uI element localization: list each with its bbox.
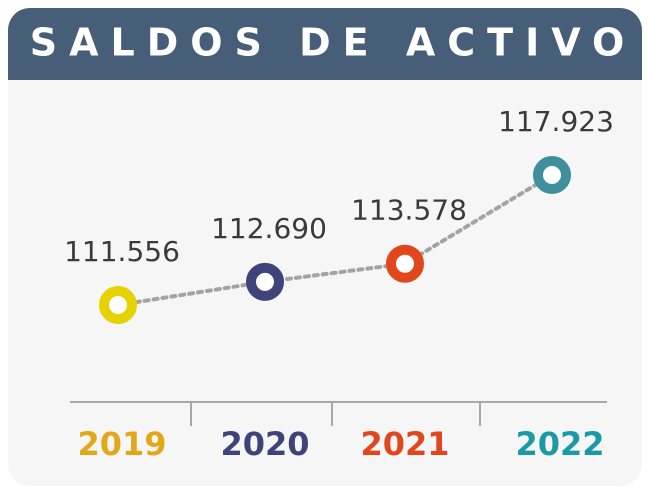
category-label: 2021 bbox=[360, 425, 449, 463]
value-label: 111.556 bbox=[64, 235, 180, 268]
chart-title: SALDOS DE ACTIVO bbox=[30, 21, 637, 65]
category-label: 2022 bbox=[515, 425, 604, 463]
marker bbox=[99, 286, 137, 324]
panel bbox=[8, 8, 642, 486]
trend-line bbox=[116, 173, 554, 307]
marker bbox=[246, 262, 284, 301]
value-label: 112.690 bbox=[211, 212, 327, 245]
value-label: 117.923 bbox=[498, 105, 614, 138]
header-bar bbox=[8, 8, 642, 80]
value-label: 113.578 bbox=[351, 194, 467, 227]
marker bbox=[386, 244, 424, 283]
category-label: 2020 bbox=[220, 425, 309, 463]
category-label: 2019 bbox=[77, 425, 166, 463]
marker bbox=[533, 156, 571, 194]
